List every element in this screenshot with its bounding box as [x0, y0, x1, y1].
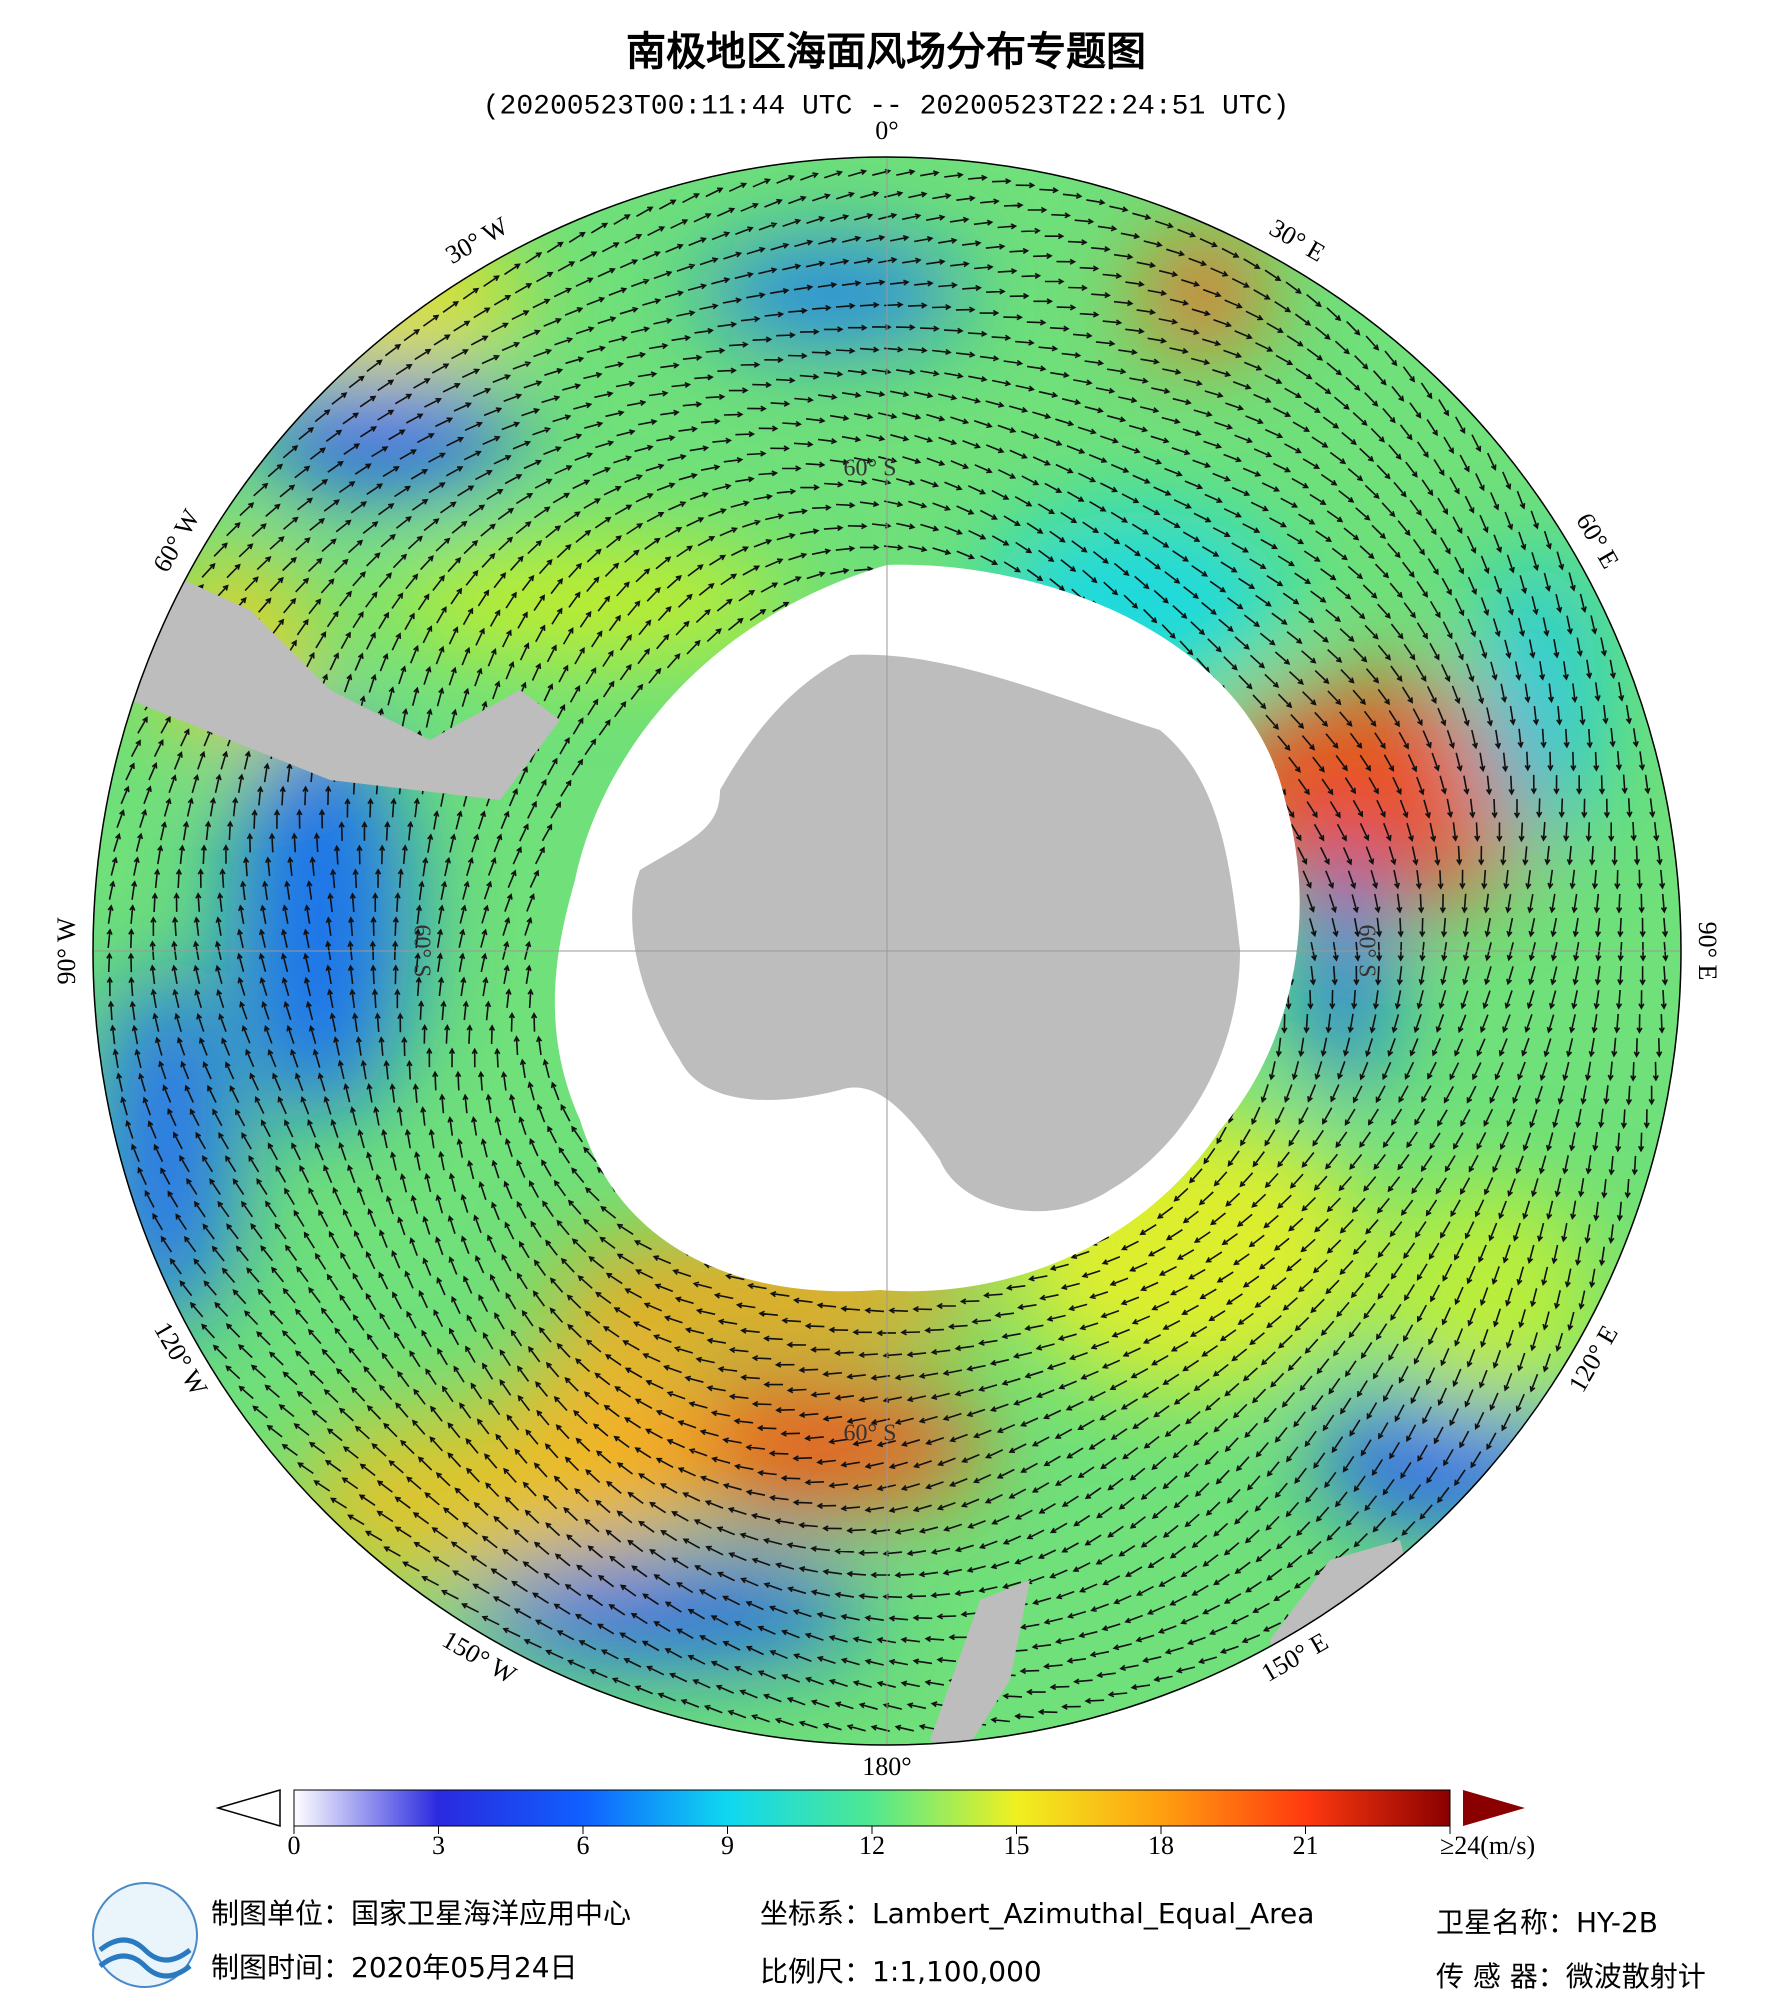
logo-wave	[98, 1937, 192, 1963]
latitude-label: 60° S	[844, 1421, 897, 1447]
colorbar-tick-label: 0	[288, 1831, 301, 1860]
org: 制图单位：国家卫星海洋应用中心	[211, 1897, 631, 1930]
colorbar-high-arrow	[1463, 1790, 1525, 1826]
longitude-label: 0°	[875, 116, 898, 145]
longitude-label: 90° E	[1693, 922, 1722, 981]
latitude-label: 60° S	[408, 925, 434, 978]
colorbar-tick-label: 9	[721, 1831, 734, 1860]
title: 南极地区海面风场分布专题图	[626, 29, 1146, 75]
antarctica	[632, 654, 1240, 1212]
colorbar-tick-label: 3	[432, 1831, 445, 1860]
colorbar: 0 3 6 9 12 15 18 21 ≥24(m/s)	[215, 1789, 1535, 1860]
wind-patch	[254, 375, 514, 495]
logo-wave	[98, 1953, 192, 1979]
satellite: 卫星名称：HY-2B	[1436, 1906, 1658, 1939]
latitude-label: 60° S	[844, 456, 897, 482]
colorbar-tick-label: 21	[1293, 1831, 1319, 1860]
wind-patch	[1377, 1181, 1597, 1421]
colorbar-tick-label: 15	[1004, 1831, 1030, 1860]
date: 制图时间：2020年05月24日	[211, 1951, 578, 1984]
subtitle: (20200523T00:11:44 UTC -- 20200523T22:24…	[483, 91, 1290, 122]
wind-patch	[1477, 551, 1597, 851]
longitude-label: 180°	[862, 1752, 911, 1781]
wind-patch	[466, 1563, 866, 1663]
colorbar-tick-label: 18	[1148, 1831, 1174, 1860]
wind-patch	[297, 1411, 577, 1591]
wind-patch	[1212, 684, 1552, 904]
longitude-label: 90° W	[52, 917, 81, 984]
colorbar-tick-label: 12	[859, 1831, 885, 1860]
scale: 比例尺：1:1,100,000	[760, 1955, 1042, 1988]
map-border	[92, 156, 1682, 1746]
wind-patch	[387, 541, 787, 661]
crs: 坐标系：Lambert_Azimuthal_Equal_Area	[760, 1897, 1314, 1930]
sensor: 传 感 器：微波散射计	[1436, 1960, 1706, 1993]
land-new-zealand	[930, 1580, 1030, 1745]
colorbar-tick-label: ≥24(m/s)	[1440, 1831, 1535, 1860]
map	[93, 157, 1681, 1745]
wind-patch	[702, 244, 962, 344]
wind-patch	[1304, 853, 1384, 1093]
land-south-america	[130, 560, 560, 800]
colorbar-scale	[293, 1789, 1451, 1827]
latitude-label: 60° S	[1353, 925, 1379, 978]
colorbar-tick-label: 6	[577, 1831, 590, 1860]
logo	[92, 1882, 198, 1988]
wind-patch	[96, 972, 236, 1332]
colorbar-low-arrow	[215, 1789, 281, 1827]
